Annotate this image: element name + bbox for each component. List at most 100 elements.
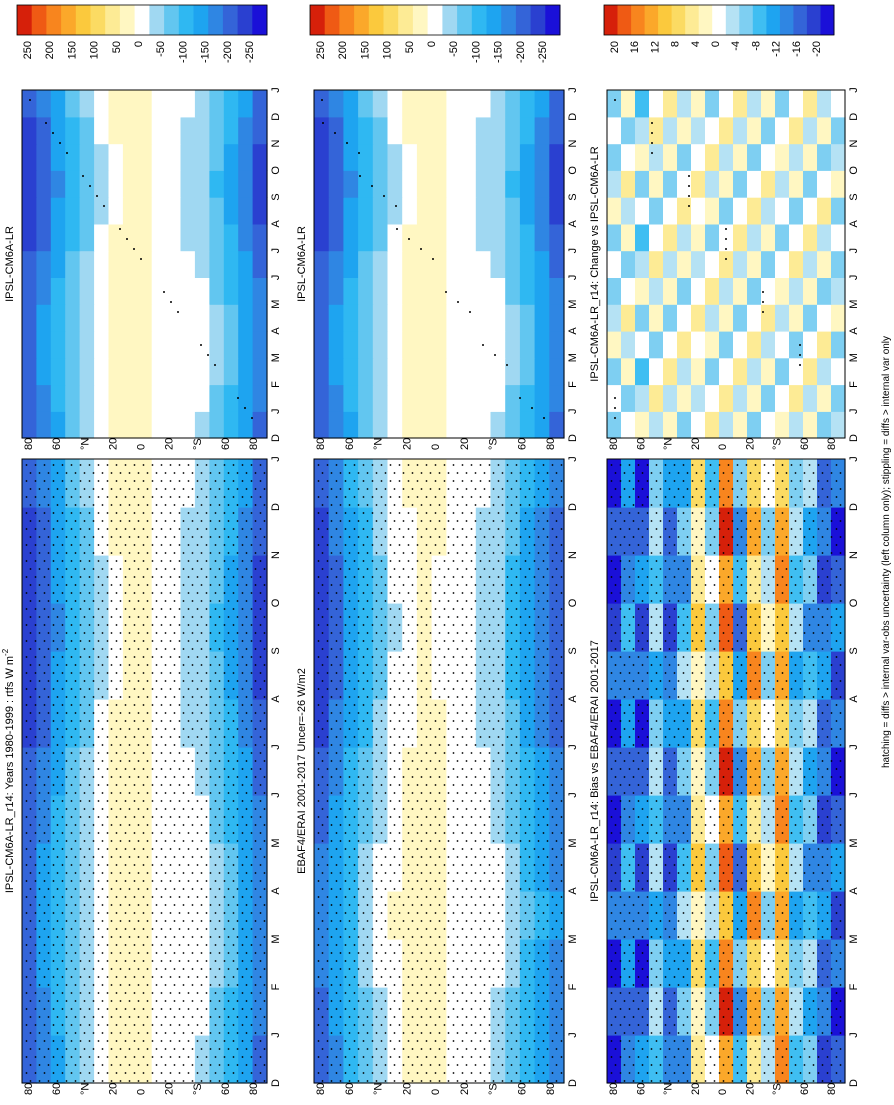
stipple-dot [501, 1000, 504, 1002]
stipple-dot [119, 952, 122, 954]
stipple-dot [214, 816, 217, 818]
stipple-dot [344, 608, 347, 610]
stipple-dot [344, 976, 347, 978]
stipple-dot [339, 728, 342, 730]
stipple-dot [452, 528, 455, 530]
field-cell [505, 747, 521, 796]
stipple-dot [259, 496, 262, 498]
stipple-dot [241, 560, 244, 562]
stipple-dot [344, 752, 347, 754]
stipple-dot [560, 512, 563, 514]
stipple-dot [551, 736, 554, 738]
stipple-dot [61, 976, 64, 978]
stipple-dot [142, 608, 145, 610]
field-cell [387, 699, 403, 748]
stipple-dot [470, 512, 473, 514]
stipple-dot [196, 544, 199, 546]
stipple-dot [254, 808, 257, 810]
stipple-dot [510, 584, 513, 586]
stipple-dot [38, 792, 41, 794]
field-cell [122, 891, 138, 940]
stipple-dot [411, 664, 414, 666]
field-cell [166, 250, 182, 278]
stipple-dot [182, 808, 185, 810]
field-cell [490, 795, 506, 844]
stipple-dot [452, 800, 455, 802]
stipple-dot [155, 1048, 158, 1050]
stipple-dot [384, 536, 387, 538]
stipple-dot [178, 1072, 181, 1074]
stipple-dot [456, 792, 459, 794]
stipple-dot [137, 968, 140, 970]
stipple-dot [25, 896, 28, 898]
stipple-dot [227, 1064, 230, 1066]
stipple-dot [34, 624, 37, 626]
stipple-dot [389, 512, 392, 514]
field-cell [328, 747, 344, 796]
stipple-dot [209, 920, 212, 922]
field-cell [79, 459, 95, 508]
stipple-dot [124, 1056, 127, 1058]
field-cell [252, 987, 268, 1036]
field-cell [209, 795, 225, 844]
stipple-dot [546, 744, 549, 746]
stipple-dot [34, 656, 37, 658]
stipple-dot [83, 712, 86, 714]
stipple-dot [407, 528, 410, 530]
stipple-dot [182, 1080, 185, 1082]
lat-tick-label: 80 [248, 1083, 260, 1095]
stipple-dot [501, 584, 504, 586]
field-cell [50, 699, 66, 748]
stipple-dot [191, 888, 194, 890]
stipple-dot [479, 864, 482, 866]
field-cell [223, 795, 239, 844]
stipple-dot [515, 1072, 518, 1074]
stipple-dot [528, 696, 531, 698]
field-cell [94, 384, 110, 412]
stipple-dot [88, 528, 91, 530]
field-cell [65, 330, 81, 359]
stipple-dot [560, 1056, 563, 1058]
stipple-dot [115, 528, 118, 530]
field-cell [79, 651, 95, 700]
stipple-dot [97, 480, 100, 482]
stipple-dot [236, 616, 239, 618]
stipple-dot [443, 560, 446, 562]
stipple-dot [515, 464, 518, 466]
stipple-dot [528, 680, 531, 682]
stipple-dot [339, 472, 342, 474]
stipple-dot [196, 752, 199, 754]
stipple-dot [92, 808, 95, 810]
stipple-dot [317, 768, 320, 770]
stipple-dot [384, 856, 387, 858]
field-cell [151, 795, 167, 844]
field-cell [50, 170, 66, 198]
stipple-dot [101, 680, 104, 682]
stipple-dot [65, 776, 68, 778]
stipple-dot [434, 560, 437, 562]
stipple-dot [142, 784, 145, 786]
stipple-dot [326, 736, 329, 738]
stipple-dot [25, 752, 28, 754]
stipple-dot [528, 552, 531, 554]
stipple-dot [551, 672, 554, 674]
field-cell [252, 223, 268, 252]
stipple-dot [348, 1064, 351, 1066]
stipple-dot [506, 640, 509, 642]
stipple-dot [461, 464, 464, 466]
stipple-dot [70, 656, 73, 658]
stipple-dot [29, 1016, 32, 1018]
stipple-dot [546, 1016, 549, 1018]
field-cell [446, 843, 462, 892]
stipple-dot [519, 568, 522, 570]
stipple-dot [178, 576, 181, 578]
stipple-dot [524, 560, 527, 562]
stipple-dot [483, 488, 486, 490]
stipple-dot [330, 968, 333, 970]
stipple-dot [344, 928, 347, 930]
stipple-dot [474, 536, 477, 538]
stipple-dot [223, 640, 226, 642]
field-cell [209, 304, 225, 332]
stipple-dot [348, 920, 351, 922]
field-cell [180, 357, 196, 386]
